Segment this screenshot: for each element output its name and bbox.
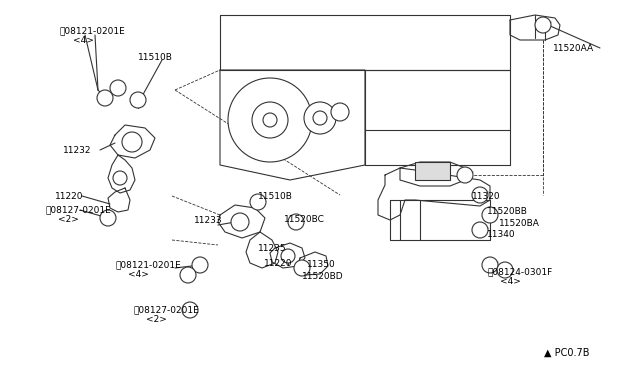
Circle shape xyxy=(460,170,470,180)
Text: Ⓑ08127-0201E: Ⓑ08127-0201E xyxy=(45,205,111,214)
Text: 11340: 11340 xyxy=(487,230,516,239)
Circle shape xyxy=(195,260,205,270)
Text: 11520BC: 11520BC xyxy=(284,215,325,224)
Circle shape xyxy=(250,194,266,210)
Circle shape xyxy=(180,267,196,283)
Text: Ⓑ08121-0201E: Ⓑ08121-0201E xyxy=(60,26,125,35)
Text: 11320: 11320 xyxy=(472,192,500,201)
Text: Ⓑ08124-0301F: Ⓑ08124-0301F xyxy=(487,267,552,276)
Circle shape xyxy=(122,132,142,152)
Bar xyxy=(415,162,450,180)
Text: 11520BD: 11520BD xyxy=(302,272,344,281)
Circle shape xyxy=(100,93,110,103)
Text: Ⓑ08121-0201E: Ⓑ08121-0201E xyxy=(115,260,180,269)
Circle shape xyxy=(281,249,295,263)
Text: 11235: 11235 xyxy=(258,244,287,253)
Text: <4>: <4> xyxy=(73,36,94,45)
Circle shape xyxy=(500,265,510,275)
Text: 11520BA: 11520BA xyxy=(499,219,540,228)
Text: <2>: <2> xyxy=(58,215,79,224)
Circle shape xyxy=(288,214,304,230)
Circle shape xyxy=(252,102,288,138)
Circle shape xyxy=(304,102,336,134)
Circle shape xyxy=(294,260,310,276)
Text: 11220: 11220 xyxy=(264,259,292,268)
Circle shape xyxy=(297,263,307,273)
Circle shape xyxy=(482,257,498,273)
Circle shape xyxy=(100,210,116,226)
Text: ▲ PC0.7B: ▲ PC0.7B xyxy=(545,348,590,358)
Circle shape xyxy=(457,167,473,183)
Circle shape xyxy=(485,210,495,220)
Circle shape xyxy=(472,187,488,203)
Text: 11233: 11233 xyxy=(194,216,223,225)
Text: 11520BB: 11520BB xyxy=(487,207,528,216)
Circle shape xyxy=(497,262,513,278)
Circle shape xyxy=(182,302,198,318)
Circle shape xyxy=(183,270,193,280)
Circle shape xyxy=(228,78,312,162)
Circle shape xyxy=(110,80,126,96)
Circle shape xyxy=(538,20,548,30)
Circle shape xyxy=(472,222,488,238)
Text: 11220: 11220 xyxy=(55,192,83,201)
Circle shape xyxy=(475,190,485,200)
Circle shape xyxy=(485,260,495,270)
Circle shape xyxy=(97,90,113,106)
Text: 11232: 11232 xyxy=(63,146,92,155)
Circle shape xyxy=(313,111,327,125)
Text: Ⓑ08127-0201E: Ⓑ08127-0201E xyxy=(133,305,199,314)
Text: <2>: <2> xyxy=(146,315,167,324)
Circle shape xyxy=(263,113,277,127)
Text: <4>: <4> xyxy=(128,270,149,279)
Text: <4>: <4> xyxy=(500,277,521,286)
Circle shape xyxy=(130,92,146,108)
Text: 11350: 11350 xyxy=(307,260,336,269)
Text: 11520AA: 11520AA xyxy=(553,44,594,53)
Circle shape xyxy=(133,95,143,105)
Circle shape xyxy=(253,197,263,207)
Text: 11510B: 11510B xyxy=(258,192,293,201)
Circle shape xyxy=(291,217,301,227)
Text: 11510B: 11510B xyxy=(138,53,173,62)
Circle shape xyxy=(192,257,208,273)
Circle shape xyxy=(231,213,249,231)
Circle shape xyxy=(475,225,485,235)
Circle shape xyxy=(103,213,113,223)
Circle shape xyxy=(535,17,551,33)
Circle shape xyxy=(113,171,127,185)
Circle shape xyxy=(331,103,349,121)
Circle shape xyxy=(185,305,195,315)
Circle shape xyxy=(482,207,498,223)
Circle shape xyxy=(113,83,123,93)
